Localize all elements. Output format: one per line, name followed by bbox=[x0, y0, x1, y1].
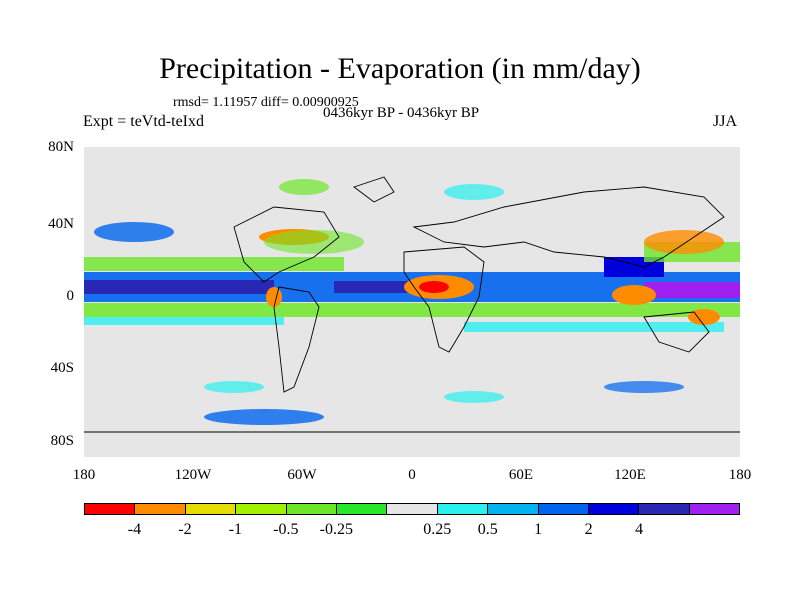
x-tick-label: 0 bbox=[408, 467, 416, 483]
x-tick-label: 120W bbox=[174, 467, 212, 483]
map-plot bbox=[84, 147, 740, 457]
colorbar-swatch bbox=[689, 504, 740, 514]
colorbar-swatch bbox=[286, 504, 337, 514]
colorbar-label: 1 bbox=[534, 521, 543, 538]
colorbar-label: -2 bbox=[178, 521, 192, 538]
colorbar-swatch bbox=[538, 504, 589, 514]
period-text: 0436kyr BP - 0436kyr BP bbox=[323, 105, 480, 121]
x-tick-label: 120E bbox=[614, 467, 646, 483]
x-tick-label: 180 bbox=[728, 467, 752, 483]
colorbar-label: 4 bbox=[635, 521, 644, 538]
colorbar-swatch bbox=[588, 504, 640, 514]
colorbar-swatch bbox=[387, 504, 438, 514]
y-tick-label: 0 bbox=[66, 288, 75, 304]
y-tick-label: 80S bbox=[50, 433, 74, 449]
season-label: JJA bbox=[713, 113, 738, 130]
colorbar bbox=[84, 503, 740, 515]
y-tick-label: 40N bbox=[48, 216, 74, 232]
colorbar-swatch bbox=[488, 504, 539, 514]
colorbar-label: 0.5 bbox=[477, 521, 498, 538]
colorbar-swatch bbox=[437, 504, 489, 514]
colorbar-swatch bbox=[336, 504, 388, 514]
colorbar-label: 2 bbox=[584, 521, 593, 538]
colorbar-label: 0.25 bbox=[423, 521, 452, 538]
colorbar-swatch bbox=[135, 504, 186, 514]
colorbar-label: -0.5 bbox=[273, 521, 299, 538]
plot-title: Precipitation - Evaporation (in mm/day) bbox=[159, 52, 641, 85]
y-tick-label: 40S bbox=[50, 360, 74, 376]
stats-text: rmsd= 1.11957 diff= 0.00900925 bbox=[173, 95, 359, 110]
colorbar-label: -0.25 bbox=[319, 521, 353, 538]
contour-fills bbox=[84, 179, 740, 425]
colorbar-swatch bbox=[185, 504, 237, 514]
x-tick-label: 60E bbox=[508, 467, 534, 483]
colorbar-label: -4 bbox=[127, 521, 142, 538]
x-tick-label: 60W bbox=[287, 467, 317, 483]
colorbar-label: -1 bbox=[228, 521, 243, 538]
x-tick-label: 180 bbox=[72, 467, 96, 483]
coastlines bbox=[84, 176, 740, 433]
y-tick-label: 80N bbox=[48, 139, 74, 155]
experiment-label: Expt = teVtd-teIxd bbox=[83, 113, 204, 130]
colorbar-swatch bbox=[236, 504, 287, 514]
colorbar-swatch bbox=[85, 504, 136, 514]
colorbar-swatch bbox=[639, 504, 690, 514]
